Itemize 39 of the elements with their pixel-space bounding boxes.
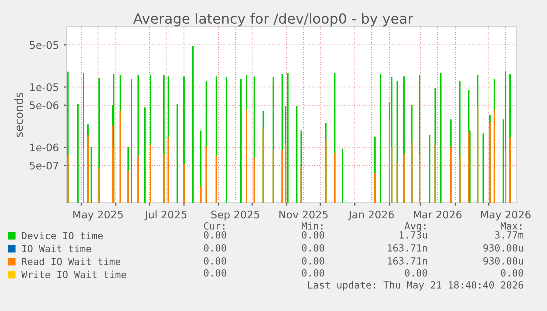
text: Min: (302, 222, 323, 230)
text: 3.77m (495, 231, 524, 239)
x-tick-label: Mar 2026 (414, 210, 462, 219)
x-tick-label: May 2026 (481, 210, 531, 221)
text: 0.00 (302, 244, 324, 252)
legend-label: Write IO Wait time (22, 270, 126, 278)
text: 0.00 (501, 269, 524, 277)
text: 0.00 (204, 244, 226, 252)
x-tick-label: Jan 2026 (348, 210, 394, 221)
text: 0.00 (204, 231, 226, 239)
y-tick-label: 1e-05 (30, 83, 58, 92)
text: 0.00 (302, 269, 324, 277)
y-tick-label: 5e-07 (30, 162, 58, 170)
legend-label: IO Wait time (22, 245, 92, 253)
text: Avg: (404, 222, 426, 232)
text: Cur: (204, 222, 225, 230)
text: Last update: Thu May 21 18:40:40 2026 (308, 281, 524, 291)
x-tick-label: Sep 2025 (212, 210, 260, 221)
legend-label: Device IO time (22, 232, 103, 240)
y-tick-label: 5e-05 (30, 41, 58, 50)
text: 1.73u (400, 231, 428, 239)
text: 0.00 (302, 231, 324, 239)
y-tick-label: 5e-06 (30, 102, 59, 110)
x-tick-label: Jul 2025 (144, 210, 187, 221)
y-axis-title: seconds (14, 92, 24, 138)
x-tick-label: May 2025 (74, 210, 124, 221)
text: 163.71n (388, 244, 428, 252)
text: 0.00 (204, 257, 226, 265)
text: 930.00u (484, 257, 524, 265)
y-tick-label: 1e-06 (30, 144, 59, 152)
text: 0.00 (302, 257, 324, 265)
legend-label: Read IO Wait time (22, 258, 121, 266)
x-tick-label: Nov 2025 (280, 210, 328, 219)
text: 0.00 (405, 269, 428, 277)
text: 930.00u (484, 244, 524, 252)
text: Max: (500, 222, 522, 230)
text: 163.71n (388, 257, 428, 265)
text: 0.00 (204, 269, 226, 277)
chart-title: Average latency for /dev/loop0 - by year (134, 13, 414, 27)
